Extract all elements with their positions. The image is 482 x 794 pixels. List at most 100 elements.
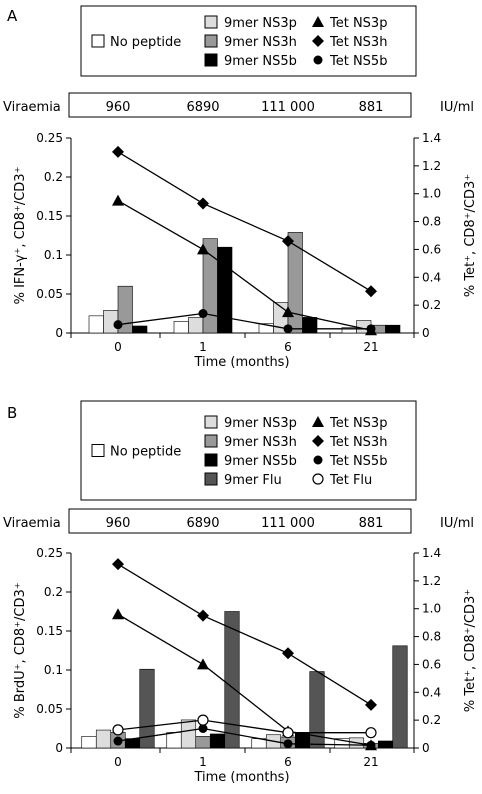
x-axis-title: Time (months) xyxy=(193,770,289,785)
legend-label: Tet NS3p xyxy=(329,416,387,431)
series-line xyxy=(117,719,371,734)
axes: 0 0.05 0.1 0.15 0.2 0.25 0 0.2 0.4 0.6 0.8 1.0 1.2 1.… xyxy=(13,131,478,370)
bar xyxy=(132,325,148,334)
x-tick-label: 1 xyxy=(199,340,207,354)
bar xyxy=(117,285,133,334)
y-axis-title-right: % Tet⁺, CD8⁺/CD3⁺ xyxy=(463,174,478,297)
legend-marker xyxy=(312,416,324,427)
legend-swatch xyxy=(204,15,218,29)
legend-label: 9mer NS3p xyxy=(224,416,297,431)
bar xyxy=(166,732,182,749)
bar xyxy=(302,317,318,334)
legend: No peptide 9mer NS3p 9mer NS3h 9mer NS5b Tet… xyxy=(80,5,417,77)
bar xyxy=(392,645,408,749)
legend-swatch xyxy=(204,472,218,486)
y-axis-title-left: % BrdU⁺, CD8⁺/CD3⁺ xyxy=(13,582,28,718)
viraemia-value: 881 xyxy=(359,516,384,531)
y-tick-label-right: 0.4 xyxy=(422,270,441,284)
bars xyxy=(88,232,401,334)
panel-b: B No peptide 9mer NS3p 9mer NS3h 9mer NS5b 9m… xyxy=(3,400,478,785)
y-tick-label-right: 0.4 xyxy=(422,685,441,699)
data-point xyxy=(197,243,209,255)
y-tick-label-right: 0 xyxy=(422,326,430,340)
y-tick-label-left: 0.25 xyxy=(36,131,63,145)
data-point xyxy=(112,608,124,620)
viraemia-value: 111 000 xyxy=(261,516,315,531)
axes: 0 0.05 0.1 0.15 0.2 0.25 0 0.2 0.4 0.6 0.8 1.0 1.2 1.… xyxy=(13,546,478,785)
bar xyxy=(195,735,211,749)
legend-marker xyxy=(312,16,324,27)
legend-swatch xyxy=(204,434,218,448)
x-tick-label: 21 xyxy=(363,340,378,354)
bar xyxy=(217,246,233,334)
legend-swatch xyxy=(204,415,218,429)
data-point xyxy=(365,285,377,298)
bar xyxy=(224,611,240,749)
viraemia-value: 881 xyxy=(359,100,384,115)
legend: No peptide 9mer NS3p 9mer NS3h 9mer NS5b 9me… xyxy=(80,400,417,501)
lines xyxy=(112,145,377,336)
y-tick-label-right: 0.2 xyxy=(422,298,441,312)
legend-label: Tet NS5b xyxy=(329,54,387,69)
legend-box xyxy=(80,400,417,501)
bar xyxy=(287,232,303,334)
legend-swatch xyxy=(204,53,218,67)
y-tick-label-left: 0 xyxy=(55,326,63,340)
legend-label: Tet NS3p xyxy=(329,16,387,31)
legend-label: 9mer NS3p xyxy=(224,16,297,31)
x-axis-title: Time (months) xyxy=(193,355,289,370)
x-tick-label: 0 xyxy=(114,340,122,354)
data-point xyxy=(366,740,376,750)
data-point xyxy=(112,194,124,206)
lines xyxy=(112,558,377,751)
viraemia-row: Viraemia 960 6890 111 000 881 IU/ml xyxy=(3,92,474,118)
viraemia-value: 111 000 xyxy=(261,100,315,115)
legend-label: 9mer NS3h xyxy=(224,35,297,50)
bar xyxy=(81,735,97,749)
y-axis-title-right: % Tet⁺, CD8⁺/CD3⁺ xyxy=(463,589,478,712)
y-tick-label-left: 0.2 xyxy=(44,585,63,599)
legend-box xyxy=(80,5,417,77)
data-point xyxy=(112,558,124,571)
panel-label: B xyxy=(7,404,17,422)
legend-label: 9mer Flu xyxy=(224,473,282,488)
legend-marker xyxy=(313,55,323,65)
data-point xyxy=(366,324,376,334)
bar xyxy=(173,320,189,334)
viraemia-label: Viraemia xyxy=(3,516,61,531)
y-tick-label-right: 1.4 xyxy=(422,546,441,560)
legend-label: No peptide xyxy=(110,445,181,460)
y-tick-label-left: 0 xyxy=(55,741,63,755)
y-tick-label-right: 1.4 xyxy=(422,131,441,145)
data-point xyxy=(112,145,124,158)
data-point xyxy=(112,724,124,736)
series-line xyxy=(117,727,372,746)
data-point xyxy=(283,739,293,749)
y-tick-label-left: 0.1 xyxy=(44,248,63,262)
y-tick-label-right: 0.6 xyxy=(422,242,441,256)
y-tick-label-right: 1.2 xyxy=(422,159,441,173)
legend-swatch xyxy=(204,34,218,48)
series-line xyxy=(117,151,372,292)
viraemia-value: 6890 xyxy=(186,100,219,115)
panel-label: A xyxy=(7,7,18,25)
y-tick-label-right: 1.2 xyxy=(422,574,441,588)
y-tick-label-right: 0.8 xyxy=(422,215,441,229)
data-point xyxy=(198,309,208,318)
data-point xyxy=(113,736,123,746)
x-tick-label: 6 xyxy=(284,755,292,769)
x-tick-label: 1 xyxy=(199,755,207,769)
viraemia-box xyxy=(68,92,412,118)
bar xyxy=(188,317,204,334)
y-tick-label-left: 0.2 xyxy=(44,170,63,184)
legend-marker xyxy=(312,473,324,485)
legend-label: No peptide xyxy=(110,35,181,50)
series-line xyxy=(117,312,371,330)
bar xyxy=(180,719,197,749)
data-point xyxy=(282,235,294,248)
legend-marker xyxy=(312,35,324,47)
viraemia-box xyxy=(68,508,412,534)
bar xyxy=(139,668,155,749)
